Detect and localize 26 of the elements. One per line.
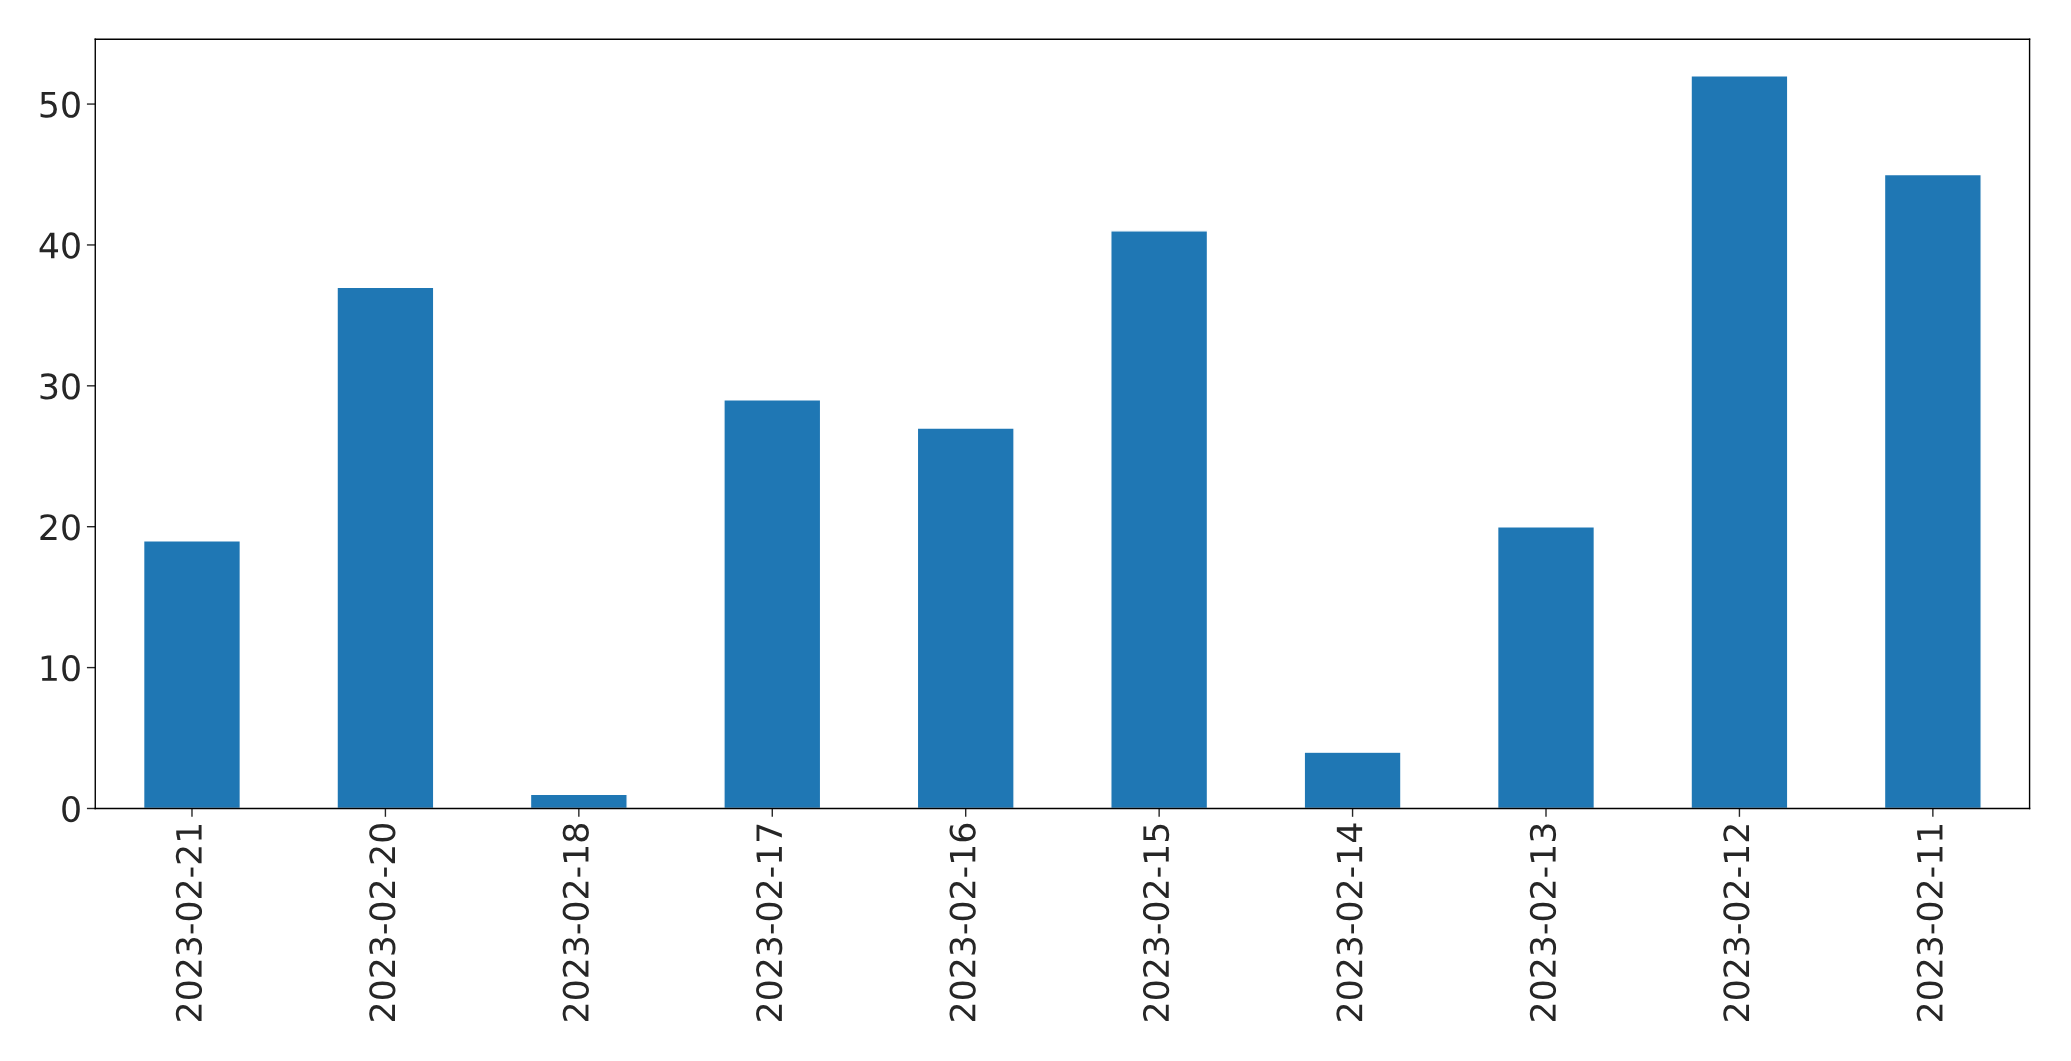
bar (529, 793, 628, 809)
x-tick-label: 2023-02-12 (1723, 825, 1750, 1021)
bar (142, 540, 242, 809)
bar (1883, 173, 1982, 809)
bar (1690, 75, 1789, 809)
x-tick-label: 2023-02-15 (1142, 824, 1170, 1021)
bar (1496, 526, 1596, 809)
x-tick-label: 2023-02-14 (1336, 823, 1363, 1021)
x-tick-label: 2023-02-18 (562, 824, 589, 1021)
bar (916, 427, 1015, 809)
y-tick-label: 10 (41, 655, 80, 682)
x-tick-label: 2023-02-13 (1529, 824, 1557, 1021)
y-tick-label: 30 (40, 373, 80, 400)
x-tick-label: 2023-02-20 (369, 823, 396, 1021)
y-tick-label: 20 (40, 514, 80, 541)
y-tick-label: 50 (40, 91, 80, 118)
y-tick-label: 0 (62, 795, 80, 823)
bar (723, 399, 822, 809)
bar (336, 286, 435, 809)
y-tick-label: 40 (39, 232, 80, 259)
bar (1303, 751, 1402, 809)
x-tick-label: 2023-02-17 (756, 824, 783, 1021)
x-tick-label: 2023-02-11 (1916, 824, 1943, 1021)
x-tick-label: 2023-02-21 (175, 824, 203, 1021)
bar (1110, 230, 1209, 809)
x-tick-label: 2023-02-16 (949, 823, 976, 1021)
